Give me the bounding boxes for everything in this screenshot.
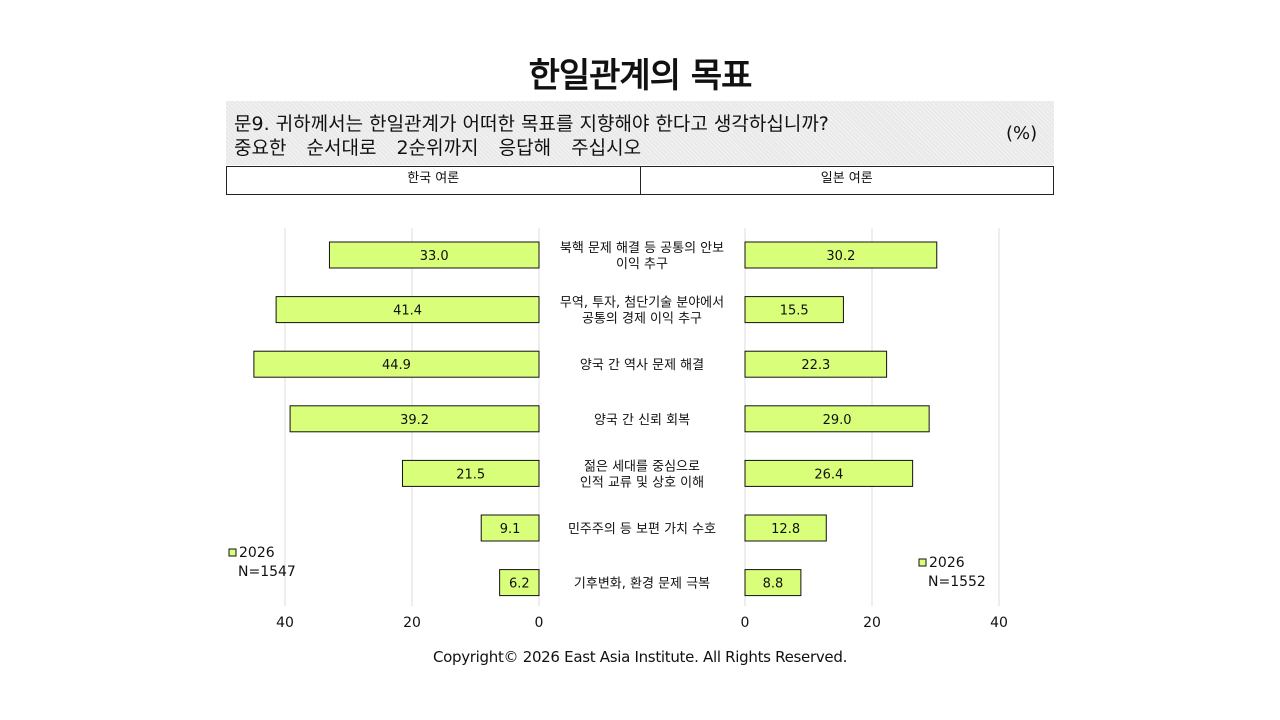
korea-bar-value-label: 44.9 <box>382 358 411 373</box>
slide-title: 한일관계의 목표 <box>528 56 753 96</box>
korea-bar <box>480 514 540 542</box>
category-label: 기후변화, 환경 문제 극복 <box>574 577 710 592</box>
category-label: 양국 간 역사 문제 해결 <box>580 358 704 373</box>
right-axis-tick-label: 20 <box>863 615 881 631</box>
japan-bar <box>744 514 827 542</box>
japan-bar <box>744 241 938 269</box>
japan-legend-text: 2026 <box>929 555 965 571</box>
korea-bar-value-label: 9.1 <box>500 522 521 537</box>
korea-legend-text: N=1547 <box>238 564 296 580</box>
korea-bar-value-label: 6.2 <box>509 577 530 592</box>
panel-header-row: 한국 여론 일본 여론 <box>226 166 1054 195</box>
japan-bar <box>744 569 802 597</box>
japan-legend-text: N=1552 <box>928 574 986 590</box>
korea-bar-value-label: 21.5 <box>456 467 485 482</box>
japan-bar-value-label: 12.8 <box>771 522 800 537</box>
category-label: 젊은 세대를 중심으로 <box>584 459 700 474</box>
category-label: 양국 간 신뢰 회복 <box>594 413 690 428</box>
category-label: 인적 교류 및 상호 이해 <box>580 475 704 490</box>
left-axis-tick-label: 0 <box>535 615 544 631</box>
korea-bar <box>328 241 540 269</box>
korea-bar <box>289 405 540 433</box>
japan-bar <box>744 459 914 487</box>
japan-bar-value-label: 26.4 <box>814 467 843 482</box>
question-box: 문9. 귀하께서는 한일관계가 어떠한 목표를 지향해야 한다고 생각하십니까?… <box>226 101 1054 165</box>
korea-bar <box>275 296 540 324</box>
left-axis-tick-label: 40 <box>276 615 294 631</box>
japan-legend-swatch <box>918 558 927 567</box>
japan-bar-value-label: 15.5 <box>780 304 809 319</box>
korea-bar <box>499 569 540 597</box>
korea-bar <box>401 459 540 487</box>
japan-bar <box>744 350 888 378</box>
korea-bar-value-label: 39.2 <box>400 413 429 428</box>
japan-bar <box>744 405 930 433</box>
category-label: 공통의 경제 이익 추구 <box>582 312 702 327</box>
korea-legend-swatch <box>228 548 237 557</box>
left-axis-tick-label: 20 <box>403 615 421 631</box>
japan-panel-header: 일본 여론 <box>639 167 1054 194</box>
korea-bar <box>253 350 540 378</box>
copyright-footer: Copyright© 2026 East Asia Institute. All… <box>432 648 848 666</box>
korea-bar-value-label: 33.0 <box>420 249 449 264</box>
korea-bar-value-label: 41.4 <box>393 304 422 319</box>
right-axis-tick-label: 40 <box>990 615 1008 631</box>
japan-bar <box>744 296 844 324</box>
question-text: 문9. 귀하께서는 한일관계가 어떠한 목표를 지향해야 한다고 생각하십니까? <box>234 113 829 135</box>
korea-legend-text: 2026 <box>239 545 275 561</box>
right-axis-tick-label: 0 <box>741 615 750 631</box>
japan-bar-value-label: 29.0 <box>823 413 852 428</box>
category-label: 무역, 투자, 첨단기술 분야에서 <box>560 296 724 311</box>
category-label: 민주주의 등 보편 가치 수호 <box>568 522 716 537</box>
korea-panel-header: 한국 여론 <box>407 171 460 186</box>
category-label: 이익 추구 <box>616 257 668 272</box>
japan-bar-value-label: 22.3 <box>801 358 830 373</box>
category-label: 북핵 문제 해결 등 공통의 안보 <box>560 241 724 256</box>
japan-bar-value-label: 8.8 <box>763 577 784 592</box>
question-instruction: 중요한 순서대로 2순위까지 응답해 주십시오 <box>234 137 642 159</box>
unit-label: (%) <box>1006 123 1038 144</box>
japan-bar-value-label: 30.2 <box>826 249 855 264</box>
